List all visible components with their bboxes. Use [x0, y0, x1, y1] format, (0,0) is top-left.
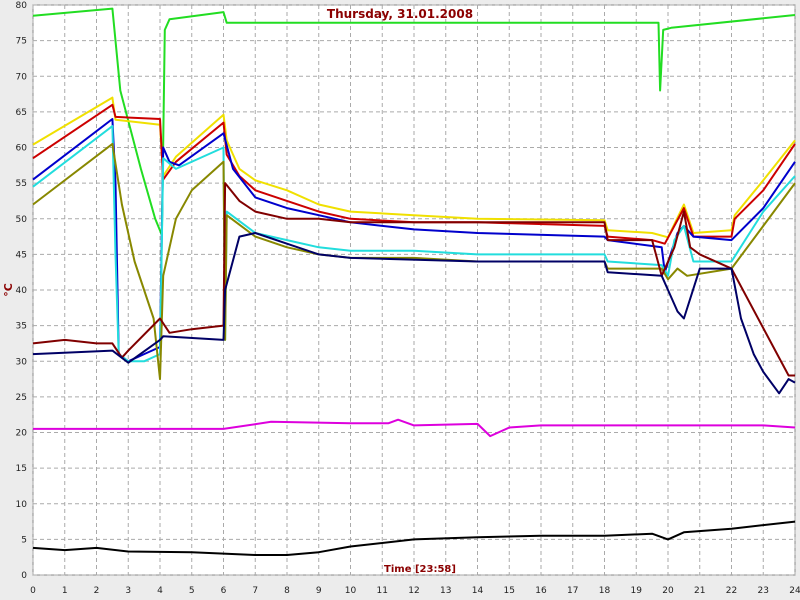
data-line: [32, 7, 796, 237]
x-tick-label: 20: [662, 586, 674, 596]
y-axis-label: °C: [2, 283, 15, 297]
y-tick-label: 20: [16, 429, 28, 439]
x-tick-label: 10: [345, 586, 357, 596]
y-tick-label: 40: [16, 286, 28, 296]
y-tick-label: 5: [21, 535, 27, 545]
x-tick-label: 8: [284, 586, 290, 596]
y-tick-label: 45: [16, 250, 27, 260]
x-tick-label: 7: [252, 586, 258, 596]
y-tick-label: 65: [16, 108, 27, 118]
x-tick-label: 11: [377, 586, 388, 596]
x-tick-label: 21: [694, 586, 705, 596]
x-tick-label: 24: [789, 586, 800, 596]
x-axis-label: Time [23:58]: [384, 564, 456, 575]
data-line: [32, 520, 796, 556]
x-tick-label: 6: [221, 586, 227, 596]
chart-title: Thursday, 31.01.2008: [327, 7, 473, 21]
x-tick-label: 19: [631, 586, 643, 596]
y-tick-label: 35: [16, 322, 27, 332]
y-tick-label: 80: [16, 1, 28, 11]
x-tick-label: 15: [504, 586, 515, 596]
x-tick-label: 12: [408, 586, 419, 596]
x-tick-label: 0: [30, 586, 36, 596]
y-tick-label: 30: [16, 357, 28, 367]
x-tick-label: 22: [726, 586, 737, 596]
data-line: [33, 418, 796, 438]
y-tick-label: 75: [16, 37, 27, 47]
y-tick-label: 60: [16, 144, 28, 154]
y-tick-label: 10: [16, 500, 28, 510]
x-tick-label: 16: [535, 586, 547, 596]
x-tick-label: 23: [758, 586, 769, 596]
x-tick-label: 3: [125, 586, 131, 596]
y-tick-label: 15: [16, 464, 27, 474]
data-line: [32, 182, 795, 377]
x-tick-label: 4: [157, 586, 163, 596]
x-tick-label: 13: [440, 586, 451, 596]
y-tick-label: 70: [16, 72, 28, 82]
x-tick-label: 9: [316, 586, 322, 596]
y-tick-label: 0: [21, 571, 27, 581]
x-tick-label: 18: [599, 586, 611, 596]
y-tick-label: 25: [16, 393, 27, 403]
x-tick-label: 1: [62, 586, 68, 596]
x-tick-label: 17: [567, 586, 578, 596]
data-line: [32, 142, 796, 381]
x-tick-label: 14: [472, 586, 484, 596]
lines: [32, 7, 796, 556]
x-tick-label: 2: [94, 586, 100, 596]
x-tick-label: 5: [189, 586, 195, 596]
y-tick-label: 50: [16, 215, 28, 225]
y-tick-label: 55: [16, 179, 27, 189]
data-line: [32, 232, 796, 395]
